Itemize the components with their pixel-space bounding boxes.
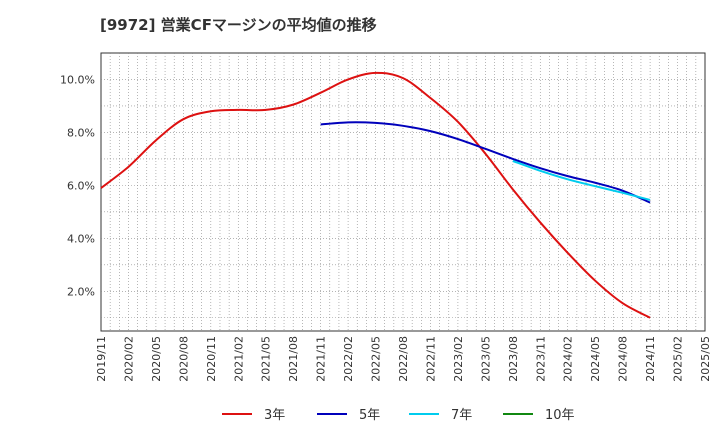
- x-tick-label: 2021/11: [315, 336, 328, 382]
- x-tick-label: 2025/05: [699, 336, 712, 382]
- x-tick-label: 2023/02: [452, 336, 465, 382]
- legend: 3年 5年 7年 10年: [222, 408, 575, 423]
- series-line-2: [320, 121, 651, 204]
- x-tick-label: 2020/08: [177, 336, 190, 382]
- x-axis-ticks: 2019/11 2020/02 2020/05 2020/08 2020/11 2021/…: [95, 336, 712, 382]
- y-tick-label: 2.0%: [67, 285, 95, 298]
- x-tick-label: 2021/02: [232, 336, 245, 382]
- x-tick-label: 2022/08: [397, 336, 410, 382]
- y-tick-label: 4.0%: [67, 232, 95, 245]
- x-tick-label: 2022/11: [424, 336, 437, 382]
- x-tick-label: 2020/02: [122, 336, 135, 382]
- x-tick-label: 2024/11: [644, 336, 657, 382]
- y-tick-label: 8.0%: [67, 126, 95, 139]
- x-tick-label: 2019/11: [95, 336, 108, 382]
- series-line-1: [100, 71, 651, 319]
- x-tick-label: 2022/05: [370, 336, 383, 382]
- series-line-3: [512, 160, 651, 201]
- x-tick-label: 2023/05: [479, 336, 492, 382]
- legend-label-4: 10年: [545, 408, 575, 423]
- x-tick-label: 2024/02: [562, 336, 575, 382]
- y-axis-ticks: 2.0% 4.0% 6.0% 8.0% 10.0%: [60, 73, 95, 298]
- x-tick-label: 2024/05: [589, 336, 602, 382]
- series-lines: [100, 71, 651, 319]
- x-tick-label: 2023/11: [534, 336, 547, 382]
- chart-title: [9972] 営業CFマージンの平均値の推移: [100, 16, 377, 34]
- grid: [101, 53, 705, 331]
- y-tick-label: 10.0%: [60, 73, 95, 86]
- x-tick-label: 2022/02: [342, 336, 355, 382]
- x-tick-label: 2020/05: [150, 336, 163, 382]
- x-tick-label: 2023/08: [507, 336, 520, 382]
- x-tick-label: 2024/08: [617, 336, 630, 382]
- x-tick-label: 2025/02: [672, 336, 685, 382]
- y-tick-label: 6.0%: [67, 179, 95, 192]
- x-tick-label: 2021/08: [287, 336, 300, 382]
- x-tick-label: 2020/11: [205, 336, 218, 382]
- legend-label-2: 5年: [359, 408, 380, 423]
- x-tick-label: 2021/05: [260, 336, 273, 382]
- legend-label-1: 3年: [264, 408, 285, 423]
- legend-label-3: 7年: [451, 408, 472, 423]
